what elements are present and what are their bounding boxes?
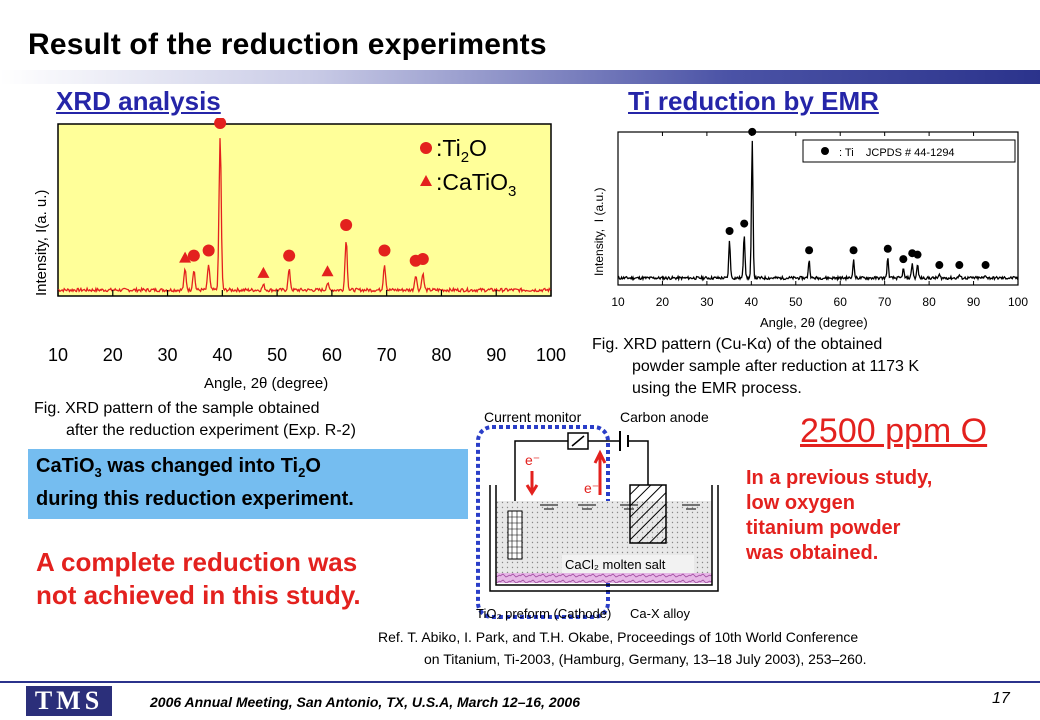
legend-circle-marker xyxy=(420,142,432,154)
catio3-marker xyxy=(179,251,192,263)
x-tick-label: 30 xyxy=(700,295,714,309)
x-tick-label: 90 xyxy=(967,295,981,309)
y-axis-label: Intensity, I(a. u.) xyxy=(33,190,50,296)
cathode-grid xyxy=(508,511,522,559)
ti-marker xyxy=(883,244,892,253)
x-tick-label: 20 xyxy=(656,295,670,309)
series-line xyxy=(617,140,1019,282)
crucible xyxy=(489,485,719,592)
plot-area xyxy=(57,123,552,297)
xrd-heading: XRD analysis xyxy=(56,86,221,116)
footer-text: 2006 Annual Meeting, San Antonio, TX, U.… xyxy=(150,694,580,710)
electron-label: e⁻ xyxy=(584,480,599,496)
ti-marker xyxy=(913,250,922,259)
carbon-anode-label: Carbon anode xyxy=(620,409,709,425)
ti2o-marker xyxy=(378,244,391,257)
molten-salt-label: CaCl₂ molten salt xyxy=(565,557,666,572)
ti-marker xyxy=(935,261,944,270)
page-title: Result of the reduction experiments xyxy=(28,28,547,61)
alloy-label: Ca-X alloy xyxy=(630,606,690,621)
oxygen-content: 2500 ppm O xyxy=(800,412,988,450)
footer-divider xyxy=(0,681,1040,683)
electron-label: e⁻ xyxy=(525,452,540,468)
ti2o-marker xyxy=(187,249,200,262)
series-line xyxy=(57,138,552,294)
legend-catio3-label: :CaTiO3 xyxy=(436,169,516,200)
x-tick-label: 10 xyxy=(48,345,68,365)
xrd-caption: Fig. XRD pattern of the sample obtained … xyxy=(34,400,356,439)
emr-caption: Fig. XRD pattern (Cu-Kα) of the obtained… xyxy=(592,336,919,397)
result-box: CaTiO3 was changed into Ti2O during this… xyxy=(28,449,468,519)
current-monitor-label: Current monitor xyxy=(484,409,582,425)
conclusion-text: A complete reduction was not achieved in… xyxy=(36,547,361,610)
legend-ti2o-label: :Ti2O xyxy=(436,135,487,166)
emr-chart: 10 20 30 40 50 60 70 80 90 100 : Ti JCPDS # 44-12… xyxy=(592,127,1028,330)
ca-x-alloy-layer xyxy=(496,573,712,583)
x-tick-label: 10 xyxy=(611,295,625,309)
ti-marker xyxy=(849,246,858,255)
ti-marker xyxy=(748,127,757,136)
electron-arrow-up xyxy=(593,449,607,495)
x-tick-label: 50 xyxy=(789,295,803,309)
x-axis-label: Angle, 2θ (degree) xyxy=(760,315,868,330)
catio3-marker xyxy=(257,266,270,278)
emr-heading: Ti reduction by EMR xyxy=(628,86,879,116)
legend-box xyxy=(802,139,1016,163)
legend: :Ti2O :CaTiO3 xyxy=(420,135,516,200)
x-tick-label: 30 xyxy=(158,345,178,365)
reference: Ref. T. Abiko, I. Park, and T.H. Okabe, … xyxy=(378,629,867,667)
ti2o-marker xyxy=(214,118,227,129)
monitor-needle xyxy=(571,435,585,447)
ti-marker xyxy=(805,246,814,255)
legend-circle-marker xyxy=(821,147,829,155)
x-tick-label: 60 xyxy=(834,295,848,309)
ti-marker xyxy=(740,219,749,228)
ti-marker xyxy=(981,261,990,270)
catio3-marker xyxy=(321,265,334,277)
ti2o-marker xyxy=(340,219,353,231)
x-tick-label: 100 xyxy=(536,345,566,365)
ti-marker xyxy=(725,227,734,235)
x-tick-label: 40 xyxy=(212,345,232,365)
x-tick-label: 100 xyxy=(1008,295,1028,309)
molten-salt-label-bg xyxy=(562,555,694,573)
salt-level-marks xyxy=(540,504,700,510)
previous-study-note: In a previous study, low oxygen titanium… xyxy=(746,467,933,564)
ti-marker xyxy=(955,261,964,270)
electron-arrow-down xyxy=(525,471,539,496)
x-axis-label: Angle, 2θ (degree) xyxy=(204,375,328,392)
x-tick-label: 70 xyxy=(377,345,397,365)
carbon-anode xyxy=(629,484,667,544)
x-tick-label: 90 xyxy=(486,345,506,365)
y-axis-label: Intensity, I (a.u.) xyxy=(592,188,606,276)
x-tick-label: 20 xyxy=(103,345,123,365)
cathode-label: TiO₂ preform (Cathode) xyxy=(476,606,611,621)
ti2o-marker xyxy=(416,253,429,265)
x-tick-label: 80 xyxy=(431,345,451,365)
xrd-chart: 10 20 30 40 50 60 70 80 90 100 :Ti2O :CaTiO3 Inte… xyxy=(33,118,566,392)
tms-logo: TMS xyxy=(26,686,112,716)
x-tick-label: 50 xyxy=(267,345,287,365)
emr-apparatus-diagram: Current monitor Carbon anode e⁻ e⁻ CaCl₂… xyxy=(476,409,719,621)
title-divider xyxy=(0,70,1040,84)
x-tick-label: 70 xyxy=(878,295,892,309)
circuit-wires xyxy=(514,440,649,510)
x-tick-label: 80 xyxy=(922,295,936,309)
legend-triangle-marker xyxy=(420,175,432,186)
ti2o-marker xyxy=(202,244,215,257)
x-tick-label: 60 xyxy=(322,345,342,365)
ti2o-marker xyxy=(283,249,296,262)
x-tick-label: 40 xyxy=(745,295,759,309)
page-number: 17 xyxy=(992,690,1010,707)
legend: : Ti JCPDS # 44-1294 xyxy=(802,139,1016,163)
legend-ti-label: : Ti JCPDS # 44-1294 xyxy=(839,147,955,159)
ti-marker xyxy=(899,255,908,264)
